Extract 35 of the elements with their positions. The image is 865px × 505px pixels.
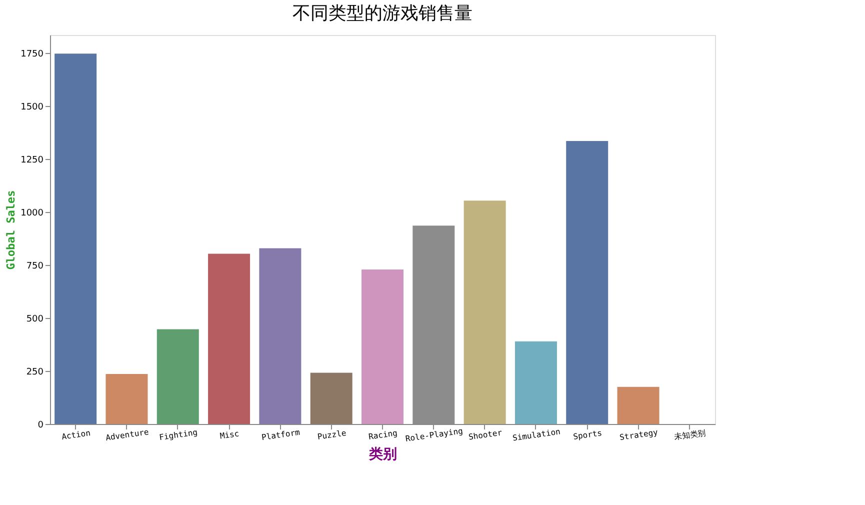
y-tick-label: 1750: [20, 50, 44, 60]
bar: [566, 140, 608, 424]
y-tick-label: 500: [26, 314, 44, 325]
x-tick-label: Simulation: [512, 427, 562, 443]
x-tick-label: Role-Playing: [404, 426, 464, 444]
x-tick-label: Strategy: [619, 428, 659, 442]
y-tick-label: 1250: [20, 156, 44, 166]
bar: [464, 200, 506, 424]
y-axis-title: Global Sales: [4, 190, 18, 270]
bar: [310, 372, 352, 424]
x-tick-label: 未知类别: [673, 428, 706, 442]
bar: [106, 374, 148, 424]
x-tick-label: Platform: [260, 428, 301, 442]
x-tick-label: Fighting: [158, 428, 198, 442]
y-tick-label: 1500: [20, 102, 44, 113]
x-tick-label: Racing: [368, 428, 398, 442]
bar: [54, 54, 97, 424]
y-tick-label: 250: [26, 368, 44, 378]
bar: [259, 248, 302, 424]
y-tick-label: 1000: [20, 208, 44, 219]
x-tick-label: Action: [61, 428, 92, 442]
y-tick-label: 750: [26, 262, 44, 272]
x-tick-label: Misc: [219, 429, 240, 441]
bar: [514, 341, 557, 424]
bar: [208, 254, 250, 424]
x-tick-label: Sports: [572, 428, 603, 442]
bar: [362, 269, 404, 424]
x-tick-label: Puzzle: [316, 428, 347, 442]
chart-title: 不同类型的游戏销售量: [292, 3, 472, 24]
y-tick-label: 0: [38, 420, 44, 430]
x-tick-label: Adventure: [105, 427, 150, 442]
bar: [156, 329, 199, 424]
bar: [617, 386, 660, 424]
x-tick-label: Shooter: [468, 428, 503, 442]
x-axis-title: 类别: [368, 446, 397, 462]
